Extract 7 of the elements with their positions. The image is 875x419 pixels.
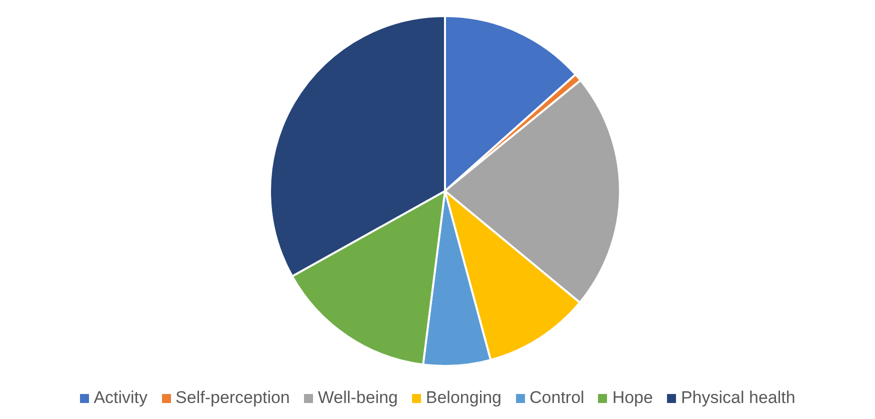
legend-label: Control [530, 388, 584, 408]
legend-label: Physical health [680, 388, 796, 408]
legend-label: Self-perception [176, 388, 290, 408]
legend-label: Belonging [426, 388, 502, 408]
legend-label: Activity [94, 388, 148, 408]
legend-label: Hope [612, 388, 653, 408]
legend-label: Well-being [318, 388, 398, 408]
